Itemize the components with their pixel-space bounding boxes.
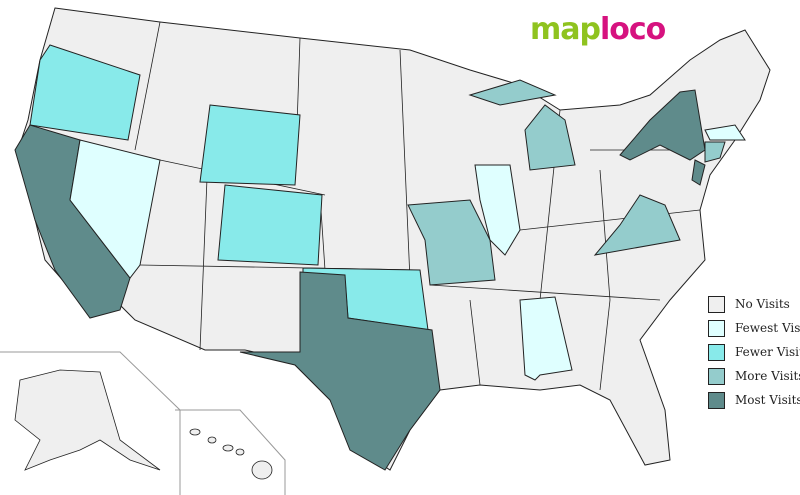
legend-label: More Visits	[735, 369, 800, 383]
legend-item-most: Most Visits	[708, 390, 800, 410]
state-hawaii[interactable]	[189, 428, 273, 480]
state-michigan-upper[interactable]	[468, 79, 557, 106]
legend-item-more: More Visits	[708, 366, 800, 386]
legend-label: No Visits	[735, 297, 790, 311]
legend-label: Fewest Visits	[735, 321, 800, 335]
legend-swatch	[708, 391, 725, 409]
us-outline	[17, 7, 771, 471]
state-colorado[interactable]	[217, 184, 323, 266]
state-new-jersey[interactable]	[691, 159, 706, 186]
legend: No Visits Fewest Visits Fewer Visits Mor…	[708, 294, 800, 414]
legend-swatch	[708, 367, 725, 385]
legend-label: Fewer Visits	[735, 345, 800, 359]
alaska-inset-border	[0, 351, 181, 495]
state-massachusetts[interactable]	[704, 124, 746, 141]
state-missouri[interactable]	[407, 199, 496, 286]
state-alabama[interactable]	[519, 296, 573, 381]
state-oregon[interactable]	[29, 44, 141, 141]
legend-label: Most Visits	[735, 393, 800, 407]
state-alaska[interactable]	[14, 369, 161, 471]
state-illinois[interactable]	[474, 164, 521, 256]
state-nevada[interactable]	[69, 139, 161, 279]
legend-item-none: No Visits	[708, 294, 800, 314]
state-virginia[interactable]	[593, 194, 681, 256]
legend-swatch	[708, 319, 725, 337]
legend-swatch	[708, 295, 725, 313]
hawaii-inset-border	[175, 409, 286, 495]
legend-item-fewer: Fewer Visits	[708, 342, 800, 362]
state-wyoming[interactable]	[199, 104, 301, 186]
state-michigan[interactable]	[524, 104, 576, 171]
legend-item-fewest: Fewest Visits	[708, 318, 800, 338]
legend-swatch	[708, 343, 725, 361]
maploco-logo: maploco	[530, 12, 666, 47]
state-connecticut[interactable]	[704, 141, 726, 163]
state-texas[interactable]	[239, 271, 441, 471]
